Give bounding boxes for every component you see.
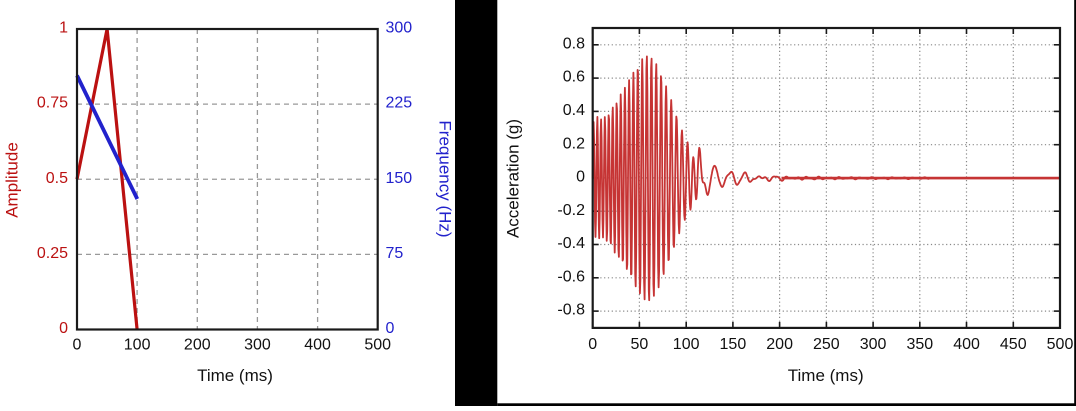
svg-text:450: 450 (1000, 336, 1027, 353)
svg-text:0.2: 0.2 (563, 135, 585, 152)
svg-text:1: 1 (59, 20, 68, 37)
svg-text:0: 0 (588, 336, 597, 353)
svg-text:400: 400 (304, 337, 331, 354)
svg-text:0: 0 (576, 169, 585, 186)
svg-text:0.75: 0.75 (37, 95, 68, 112)
svg-text:Amplitude: Amplitude (3, 142, 22, 218)
svg-text:150: 150 (720, 336, 747, 353)
svg-text:0: 0 (59, 320, 68, 337)
svg-text:200: 200 (184, 337, 211, 354)
svg-text:0.4: 0.4 (563, 102, 585, 119)
svg-text:Time (ms): Time (ms) (197, 366, 273, 385)
svg-text:0.8: 0.8 (563, 35, 585, 52)
svg-text:Time (ms): Time (ms) (788, 366, 864, 385)
svg-text:Acceleration (g): Acceleration (g) (504, 119, 523, 238)
svg-text:300: 300 (244, 337, 271, 354)
svg-text:300: 300 (386, 20, 413, 37)
svg-text:-0.6: -0.6 (557, 268, 585, 285)
svg-text:250: 250 (813, 336, 840, 353)
svg-text:75: 75 (386, 245, 404, 262)
svg-text:0.6: 0.6 (563, 69, 585, 86)
svg-text:-0.2: -0.2 (557, 202, 585, 219)
svg-text:150: 150 (386, 170, 413, 187)
svg-text:400: 400 (953, 336, 980, 353)
svg-text:100: 100 (124, 337, 151, 354)
svg-text:0: 0 (386, 320, 395, 337)
svg-text:Frequency (Hz): Frequency (Hz) (436, 120, 455, 237)
svg-text:200: 200 (766, 336, 793, 353)
svg-text:300: 300 (860, 336, 887, 353)
svg-text:50: 50 (631, 336, 649, 353)
svg-text:0.25: 0.25 (37, 245, 68, 262)
svg-text:500: 500 (364, 337, 391, 354)
svg-text:350: 350 (906, 336, 933, 353)
svg-text:0: 0 (73, 337, 82, 354)
svg-text:500: 500 (1047, 336, 1074, 353)
svg-text:100: 100 (673, 336, 700, 353)
svg-text:-0.8: -0.8 (557, 302, 585, 319)
svg-text:225: 225 (386, 95, 413, 112)
svg-text:0.5: 0.5 (46, 170, 68, 187)
svg-text:-0.4: -0.4 (557, 235, 585, 252)
